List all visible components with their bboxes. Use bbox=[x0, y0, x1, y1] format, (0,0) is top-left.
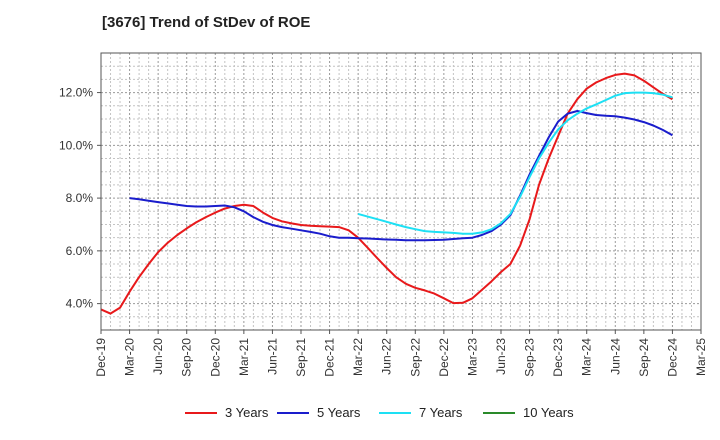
legend-swatch bbox=[483, 411, 515, 414]
x-tick-label: Mar-22 bbox=[351, 338, 365, 376]
series-line bbox=[129, 110, 673, 242]
legend-item: 7 Years bbox=[379, 405, 462, 420]
legend-label: 7 Years bbox=[419, 405, 463, 420]
x-tick-label: Mar-23 bbox=[465, 338, 479, 376]
chart-title: [3676] Trend of StDev of ROE bbox=[102, 14, 311, 31]
x-tick-label: Sep-21 bbox=[294, 338, 308, 377]
y-tick-label: 10.0% bbox=[59, 138, 93, 152]
legend-label: 5 Years bbox=[317, 405, 361, 420]
x-tick-label: Mar-21 bbox=[237, 338, 251, 376]
x-tick-label: Dec-23 bbox=[551, 338, 565, 377]
x-tick-label: Jun-24 bbox=[608, 338, 622, 375]
series-line bbox=[100, 72, 673, 315]
y-tick-label: 6.0% bbox=[66, 244, 94, 258]
x-tick-label: Mar-25 bbox=[694, 338, 708, 376]
x-tick-label: Dec-20 bbox=[208, 338, 222, 377]
series-line bbox=[357, 91, 673, 235]
y-tick-label: 12.0% bbox=[59, 86, 93, 100]
legend-item: 10 Years bbox=[483, 405, 574, 420]
x-tick-label: Jun-23 bbox=[494, 338, 508, 375]
x-tick-label: Dec-24 bbox=[665, 338, 679, 377]
legend-swatch bbox=[379, 411, 411, 414]
x-tick-label: Mar-24 bbox=[580, 338, 594, 376]
legend-item: 3 Years bbox=[185, 405, 268, 420]
x-tick-label: Sep-23 bbox=[523, 338, 537, 377]
y-tick-label: 8.0% bbox=[66, 191, 94, 205]
legend-label: 3 Years bbox=[225, 405, 269, 420]
plot-frame bbox=[100, 52, 702, 331]
x-tick-label: Jun-21 bbox=[265, 338, 279, 375]
legend: 3 Years 5 Years 7 Years 10 Years bbox=[0, 405, 720, 425]
x-tick-label: Dec-21 bbox=[323, 338, 337, 377]
x-tick-label: Jun-20 bbox=[151, 338, 165, 375]
legend-label: 10 Years bbox=[523, 405, 574, 420]
x-tick-label: Dec-22 bbox=[437, 338, 451, 377]
legend-item: 5 Years bbox=[277, 405, 360, 420]
y-tick-label: 4.0% bbox=[66, 297, 94, 311]
grid bbox=[101, 53, 701, 330]
x-tick-label: Sep-24 bbox=[637, 338, 651, 377]
axis-ticks: 4.0% 6.0% 8.0% 10.0% 12.0% Dec-19 Mar-20 Jun-20… bbox=[59, 86, 708, 377]
x-tick-label: Sep-20 bbox=[180, 338, 194, 377]
legend-swatch bbox=[277, 411, 309, 414]
series-lines bbox=[100, 72, 673, 315]
x-tick-label: Jun-22 bbox=[380, 338, 394, 375]
x-tick-label: Mar-20 bbox=[123, 338, 137, 376]
x-tick-label: Sep-22 bbox=[408, 338, 422, 377]
legend-swatch bbox=[185, 411, 217, 414]
x-tick-label: Dec-19 bbox=[94, 338, 108, 377]
